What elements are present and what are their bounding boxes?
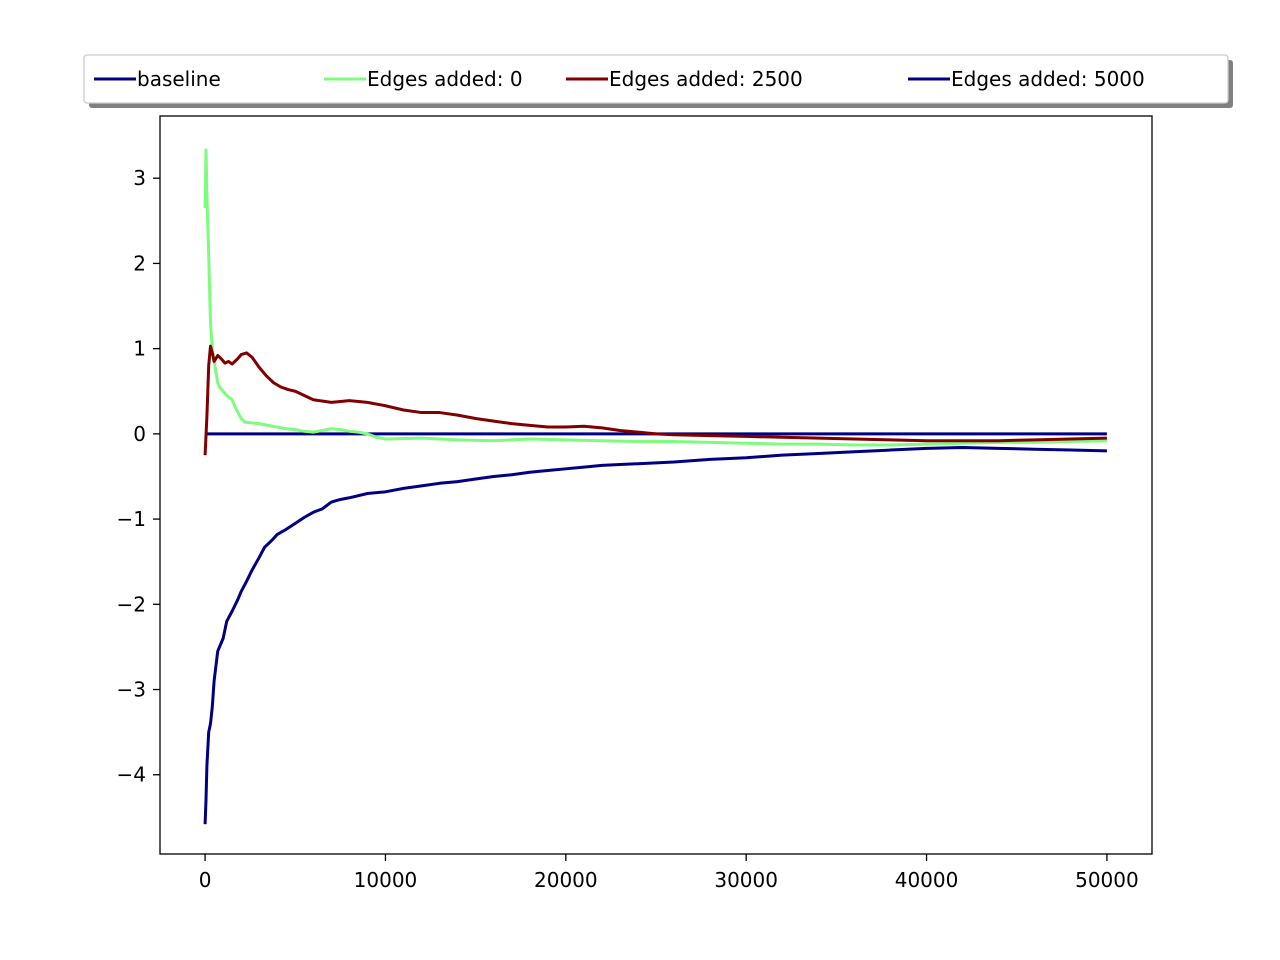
y-tick-label: −3 xyxy=(117,678,146,702)
x-tick-label: 20000 xyxy=(534,868,598,892)
series-line-3 xyxy=(203,446,1107,825)
legend-label-1: Edges added: 0 xyxy=(367,67,523,91)
y-tick-label: 1 xyxy=(133,337,146,361)
x-axis: 0 10000 20000 30000 40000 50000 xyxy=(199,854,1139,892)
y-tick-label: 2 xyxy=(133,251,146,275)
plot-area xyxy=(160,116,1152,854)
legend-label-2: Edges added: 2500 xyxy=(609,67,803,91)
series-line-2 xyxy=(203,344,1107,456)
legend-label-0: baseline xyxy=(137,67,221,91)
x-tick-label: 40000 xyxy=(895,868,959,892)
x-tick-label: 0 xyxy=(199,868,212,892)
legend-box xyxy=(83,54,1229,104)
y-tick-label: −2 xyxy=(117,592,146,616)
series-line-1 xyxy=(203,148,1107,447)
plot-frame xyxy=(159,115,1153,855)
y-tick-label: 3 xyxy=(133,166,146,190)
series-layer xyxy=(203,148,1107,825)
legend: baseline Edges added: 0 Edges added: 2500 E… xyxy=(83,54,1233,108)
legend-label-3: Edges added: 5000 xyxy=(951,67,1145,91)
y-tick-label: 0 xyxy=(133,422,146,446)
y-tick-label: −1 xyxy=(117,507,146,531)
x-tick-label: 50000 xyxy=(1075,868,1139,892)
y-axis: 3 2 1 0 −1 −2 −3 −4 xyxy=(117,166,160,787)
x-tick-label: 30000 xyxy=(714,868,778,892)
y-tick-label: −4 xyxy=(117,763,146,787)
x-tick-label: 10000 xyxy=(354,868,418,892)
